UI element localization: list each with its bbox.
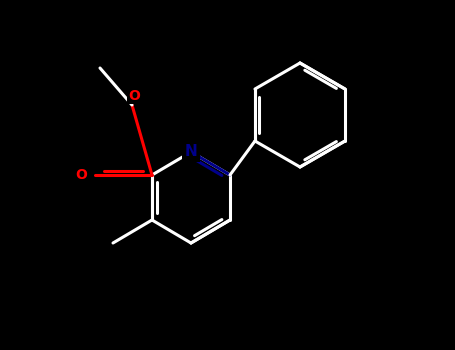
Text: N: N (185, 145, 197, 160)
Text: O: O (75, 168, 87, 182)
Text: O: O (128, 89, 140, 103)
